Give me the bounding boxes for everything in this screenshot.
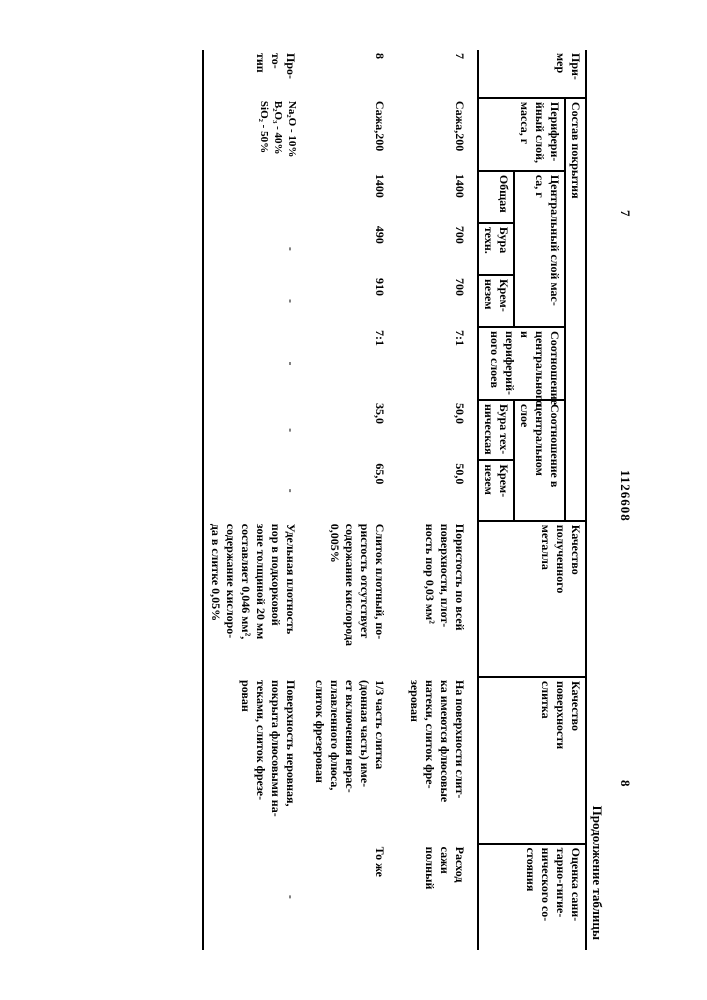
hdr-sostav: Состав покрытия	[565, 98, 586, 521]
rotated-content: 7 1126608 8 Продолжение таблицы При-мер …	[73, 50, 633, 950]
hdr-sootn-sloi: Соотношениецентральногои периферий-ного …	[478, 327, 565, 400]
page: 7 1126608 8 Продолжение таблицы При-мер …	[0, 0, 707, 1000]
cell-dash: -	[203, 275, 302, 327]
cell-proto-metal: Удельная плотностьпор в подкорковойзоне …	[203, 521, 302, 677]
cell-dash: -	[203, 400, 302, 460]
cell-perif: Сажа,200	[397, 98, 478, 171]
cell-krem2: 65,0	[302, 460, 397, 520]
cell-bura2: 50,0	[397, 400, 478, 460]
cell-n: 8	[302, 50, 397, 98]
cell-metal: Пористость по всей поверхности, плот-нос…	[397, 521, 478, 677]
hdr-ocenka: Оценка сани-тарно-гигие-нического со-сто…	[478, 844, 586, 950]
cell-ratio: 7:1	[397, 327, 478, 400]
cell-obsh: 1400	[302, 171, 397, 223]
page-num-right: 8	[617, 780, 633, 787]
cell-ratio: 7:1	[302, 327, 397, 400]
hdr-bura1: Буратехн.	[478, 223, 514, 275]
hdr-sootn-centr: Соотношение вцентральномслое	[514, 400, 565, 521]
cell-dash: -	[203, 327, 302, 400]
cell-pov: На поверхности слит-ка имеются флюсовыен…	[397, 677, 478, 844]
hdr-obsh: Общая	[478, 171, 514, 223]
header-numbers: 7 1126608 8	[611, 50, 633, 950]
table-caption: Продолжение таблицы	[589, 50, 605, 950]
hdr-perif: Перифери-йный слой,масса, г	[478, 98, 565, 171]
hdr-kach-metal: Качествополученногометалла	[478, 521, 586, 677]
cell-proto-pov: Поверхность неровная,покрыта флюсовыми н…	[203, 677, 302, 844]
table-row-proto: Про-то-тип Na₂O - 10%B₂O₃ - 40%SiO₂ - 50…	[203, 50, 302, 950]
table-row: 7 Сажа,200 1400 700 700 7:1 50,0 50,0 По…	[397, 50, 478, 950]
hdr-primer: При-мер	[478, 50, 586, 98]
cell-dash: -	[203, 844, 302, 950]
table-row: 8 Сажа,200 1400 490 910 7:1 35,0 65,0 Сл…	[302, 50, 397, 950]
cell-perif: Сажа,200	[302, 98, 397, 171]
cell-obsh: 1400	[397, 171, 478, 223]
hdr-bura2: Бура тех-ническая	[478, 400, 514, 460]
hdr-krem2: Крем-незем	[478, 460, 514, 520]
cell-n: 7	[397, 50, 478, 98]
document-number: 1126608	[617, 470, 633, 522]
cell-dash: -	[203, 223, 302, 275]
cell-proto-label: Про-то-тип	[203, 50, 302, 98]
cell-bura2: 35,0	[302, 400, 397, 460]
cell-bura: 490	[302, 223, 397, 275]
cell-krem: 910	[302, 275, 397, 327]
table-body: 7 Сажа,200 1400 700 700 7:1 50,0 50,0 По…	[202, 50, 478, 950]
cell-krem: 700	[397, 275, 478, 327]
cell-dash: -	[203, 460, 302, 520]
cell-metal: Слиток плотный, по-ристость отсутствуетс…	[302, 521, 397, 677]
cell-pov: 1/3 часть слитка(донная часть) име-ет вк…	[302, 677, 397, 844]
table-head: При-мер Состав покрытия Качествополученн…	[478, 50, 586, 950]
cell-bura: 700	[397, 223, 478, 275]
data-table: При-мер Состав покрытия Качествополученн…	[202, 50, 587, 950]
hdr-kach-pov: Качествоповерхностислитка	[478, 677, 586, 844]
cell-ocenka: То же	[302, 844, 397, 950]
cell-ocenka: Расходсажиполный	[397, 844, 478, 950]
page-num-left: 7	[617, 210, 633, 217]
hdr-krem1: Крем-незем	[478, 275, 514, 327]
table-end-rule	[202, 50, 203, 950]
cell-proto-perif: Na₂O - 10%B₂O₃ - 40%SiO₂ - 50%	[203, 98, 302, 223]
hdr-central: Центральный слой мас-са, г	[514, 171, 565, 327]
cell-krem2: 50,0	[397, 460, 478, 520]
